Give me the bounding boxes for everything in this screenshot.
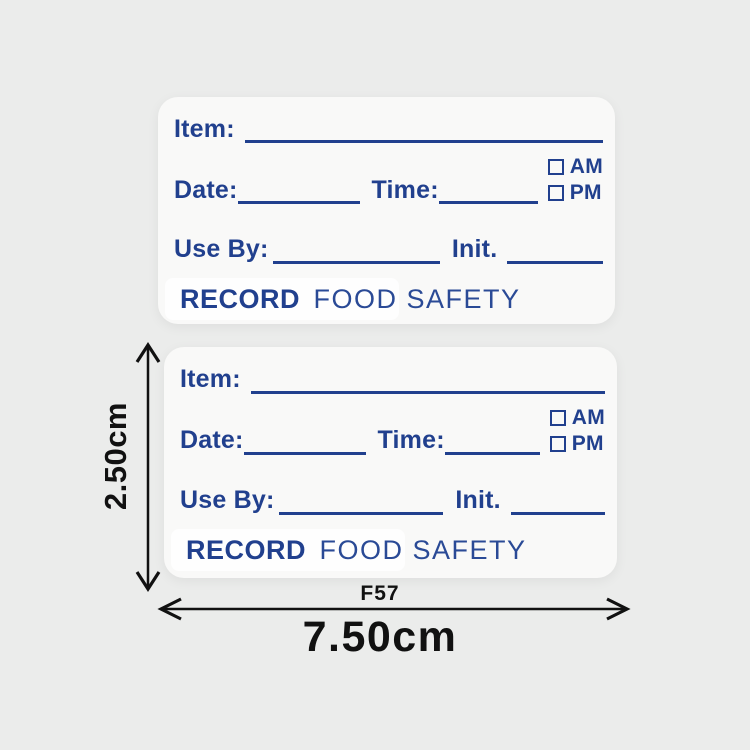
use-by-row: Use By: Init. [174,230,603,264]
time-label: Time: [377,426,445,455]
date-time-row: Date: Time: AM PM [174,155,603,205]
pm-row: PM [547,181,603,205]
pm-label: PM [569,181,602,205]
pm-checkbox [549,435,566,452]
am-pm-block: AM PM [549,406,605,455]
am-checkbox [549,409,566,426]
pm-row: PM [549,432,605,455]
am-row: AM [549,406,605,429]
use-by-label: Use By: [180,486,275,515]
food-safety-label-top: Item: Date: Time: AM PM Use By: Init [158,97,615,324]
brand-highlight-strip [165,277,399,320]
am-row: AM [547,155,603,179]
time-blank-line [438,171,538,205]
pm-checkbox [547,184,564,201]
am-label: AM [571,406,605,429]
use-by-row: Use By: Init. [180,481,605,515]
date-time-row: Date: Time: AM PM [180,406,605,455]
brand-name: RECORD [180,283,301,314]
item-row: Item: [180,360,605,394]
am-checkbox [547,158,564,175]
width-dimension-arrow-icon [156,596,632,622]
brand-name: RECORD [186,535,307,565]
brand-row: RECORD FOOD SAFETY [171,528,605,571]
am-label: AM [569,155,603,179]
use-by-label: Use By: [174,235,269,263]
date-blank-line [243,422,366,455]
item-row: Item: [174,110,603,144]
init-label: Init. [451,235,498,263]
brand-tagline: FOOD SAFETY [313,283,521,314]
food-safety-label-bottom: Item: Date: Time: AM PM Use By: Init [164,347,617,578]
date-label: Date: [174,175,238,204]
date-blank-line [237,171,360,205]
use-by-blank-line [278,482,444,515]
width-dimension-value: 7.50cm [302,613,458,661]
init-blank-line [507,231,603,264]
brand-highlight-strip [171,529,405,571]
brand-tagline: FOOD SAFETY [319,535,527,565]
brand-text: RECORD FOOD SAFETY [180,283,521,314]
item-blank-line [244,110,603,144]
init-label: Init. [455,486,501,515]
am-pm-block: AM PM [547,155,603,205]
pm-label: PM [571,432,604,455]
use-by-blank-line [272,231,440,264]
model-code: F57 [360,582,400,605]
height-dimension-value: 2.50cm [98,401,133,511]
brand-row: RECORD FOOD SAFETY [165,277,603,320]
height-dimension-arrow-icon [134,341,162,593]
time-label: Time: [371,175,439,204]
date-label: Date: [180,426,244,455]
init-blank-line [510,482,605,515]
item-blank-line [250,361,605,394]
time-blank-line [444,422,540,455]
item-label: Item: [174,114,235,143]
item-label: Item: [180,365,241,394]
brand-text: RECORD FOOD SAFETY [186,537,527,564]
